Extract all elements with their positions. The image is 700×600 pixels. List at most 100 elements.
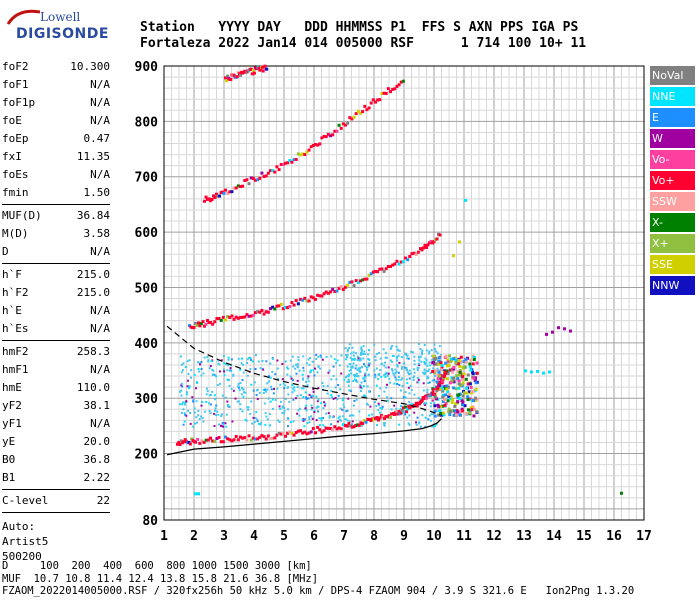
trace-point bbox=[241, 436, 245, 440]
param-separator bbox=[2, 512, 110, 513]
echo-point bbox=[242, 391, 245, 394]
echo-point bbox=[404, 413, 407, 416]
echo-point bbox=[448, 354, 452, 358]
echo-point bbox=[267, 397, 270, 400]
echo-point bbox=[225, 413, 228, 416]
echo-point bbox=[446, 372, 450, 376]
echo-point bbox=[448, 412, 452, 416]
bottom-line3: FZAOM_2022014005000.RSF / 320fx256h 50 k… bbox=[2, 585, 635, 597]
echo-point bbox=[354, 367, 357, 370]
auto-line3: 500200 bbox=[2, 550, 42, 563]
echo-point bbox=[433, 409, 437, 413]
echo-point bbox=[185, 414, 188, 417]
echo-point bbox=[348, 362, 351, 365]
trace-point bbox=[258, 176, 262, 180]
echo-point bbox=[387, 372, 390, 375]
trace-point bbox=[249, 67, 253, 71]
echo-point bbox=[468, 411, 472, 415]
echo-point bbox=[467, 390, 471, 394]
echo-point bbox=[406, 354, 409, 357]
echo-point bbox=[200, 368, 203, 371]
echo-point bbox=[289, 359, 292, 362]
echo-point bbox=[462, 372, 466, 376]
echo-point bbox=[250, 358, 253, 361]
echo-point bbox=[398, 361, 401, 364]
echo-point bbox=[185, 400, 188, 403]
echo-point bbox=[355, 372, 358, 375]
echo-point bbox=[436, 369, 439, 372]
echo-point bbox=[384, 372, 387, 375]
echo-point bbox=[433, 371, 437, 375]
trace-point bbox=[322, 134, 326, 138]
trace-point bbox=[245, 438, 249, 442]
echo-point bbox=[418, 422, 421, 425]
trace-point bbox=[401, 406, 405, 410]
echo-point bbox=[368, 414, 371, 417]
echo-point bbox=[217, 413, 220, 416]
echo-point bbox=[433, 404, 437, 408]
echo-point bbox=[424, 371, 427, 374]
echo-point bbox=[429, 419, 432, 422]
echo-point bbox=[181, 403, 184, 406]
echo-point bbox=[438, 387, 442, 391]
param-value: 2.22 bbox=[83, 471, 111, 484]
param-separator bbox=[2, 263, 110, 264]
trace-point bbox=[206, 319, 209, 323]
trace-point bbox=[412, 251, 416, 255]
echo-point bbox=[246, 358, 249, 361]
trace-point bbox=[224, 435, 227, 439]
echo-point bbox=[424, 357, 427, 360]
trace-point bbox=[359, 421, 363, 425]
echo-point bbox=[386, 399, 389, 402]
echo-point bbox=[450, 379, 454, 383]
echo-point bbox=[441, 399, 445, 403]
trace-point bbox=[249, 438, 253, 442]
trace-point bbox=[441, 379, 445, 383]
echo-point bbox=[360, 424, 363, 427]
echo-point bbox=[423, 344, 426, 347]
echo-point bbox=[421, 413, 424, 416]
trace-point bbox=[393, 412, 397, 416]
echo-point bbox=[244, 391, 247, 394]
trace-point bbox=[422, 246, 425, 250]
param-label: yF1 bbox=[2, 417, 22, 430]
echo-point bbox=[269, 400, 272, 403]
trace-point bbox=[405, 410, 409, 414]
trace-point bbox=[307, 431, 311, 435]
echo-point bbox=[425, 402, 428, 405]
trace-point bbox=[275, 433, 279, 437]
trace-point bbox=[275, 304, 279, 308]
echo-point bbox=[425, 359, 428, 362]
echo-point bbox=[192, 399, 195, 402]
echo-point bbox=[276, 387, 279, 390]
trace-point bbox=[341, 288, 345, 292]
echo-point bbox=[276, 367, 279, 370]
echo-point bbox=[269, 424, 272, 427]
trace-point bbox=[303, 296, 307, 300]
echo-point bbox=[323, 401, 326, 404]
param-label: hmF1 bbox=[2, 363, 29, 376]
trace-point bbox=[326, 291, 330, 295]
echo-point bbox=[288, 400, 291, 403]
trace-point bbox=[352, 425, 356, 429]
logo-line1: Lowell bbox=[40, 10, 81, 24]
echo-point bbox=[286, 416, 289, 419]
echo-point bbox=[454, 358, 458, 362]
legend-entry: NNE bbox=[650, 87, 695, 106]
trace-point bbox=[361, 110, 365, 114]
echo-point bbox=[433, 343, 436, 346]
echo-point bbox=[358, 410, 361, 413]
param-value: N/A bbox=[90, 417, 110, 430]
echo-point bbox=[310, 369, 313, 372]
echo-point bbox=[266, 382, 269, 385]
bottom-line2: MUF 10.7 10.8 11.4 12.4 13.8 15.8 21.6 3… bbox=[2, 572, 319, 585]
param-row: yF1 N/A bbox=[2, 415, 110, 433]
echo-point bbox=[355, 379, 358, 382]
echo-point bbox=[217, 362, 220, 365]
echo-point bbox=[214, 409, 217, 412]
echo-point bbox=[383, 364, 386, 367]
param-row: foF2 10.300 bbox=[2, 58, 110, 76]
trace-point bbox=[320, 136, 324, 140]
echo-point bbox=[304, 391, 307, 394]
echo-point bbox=[444, 402, 448, 406]
